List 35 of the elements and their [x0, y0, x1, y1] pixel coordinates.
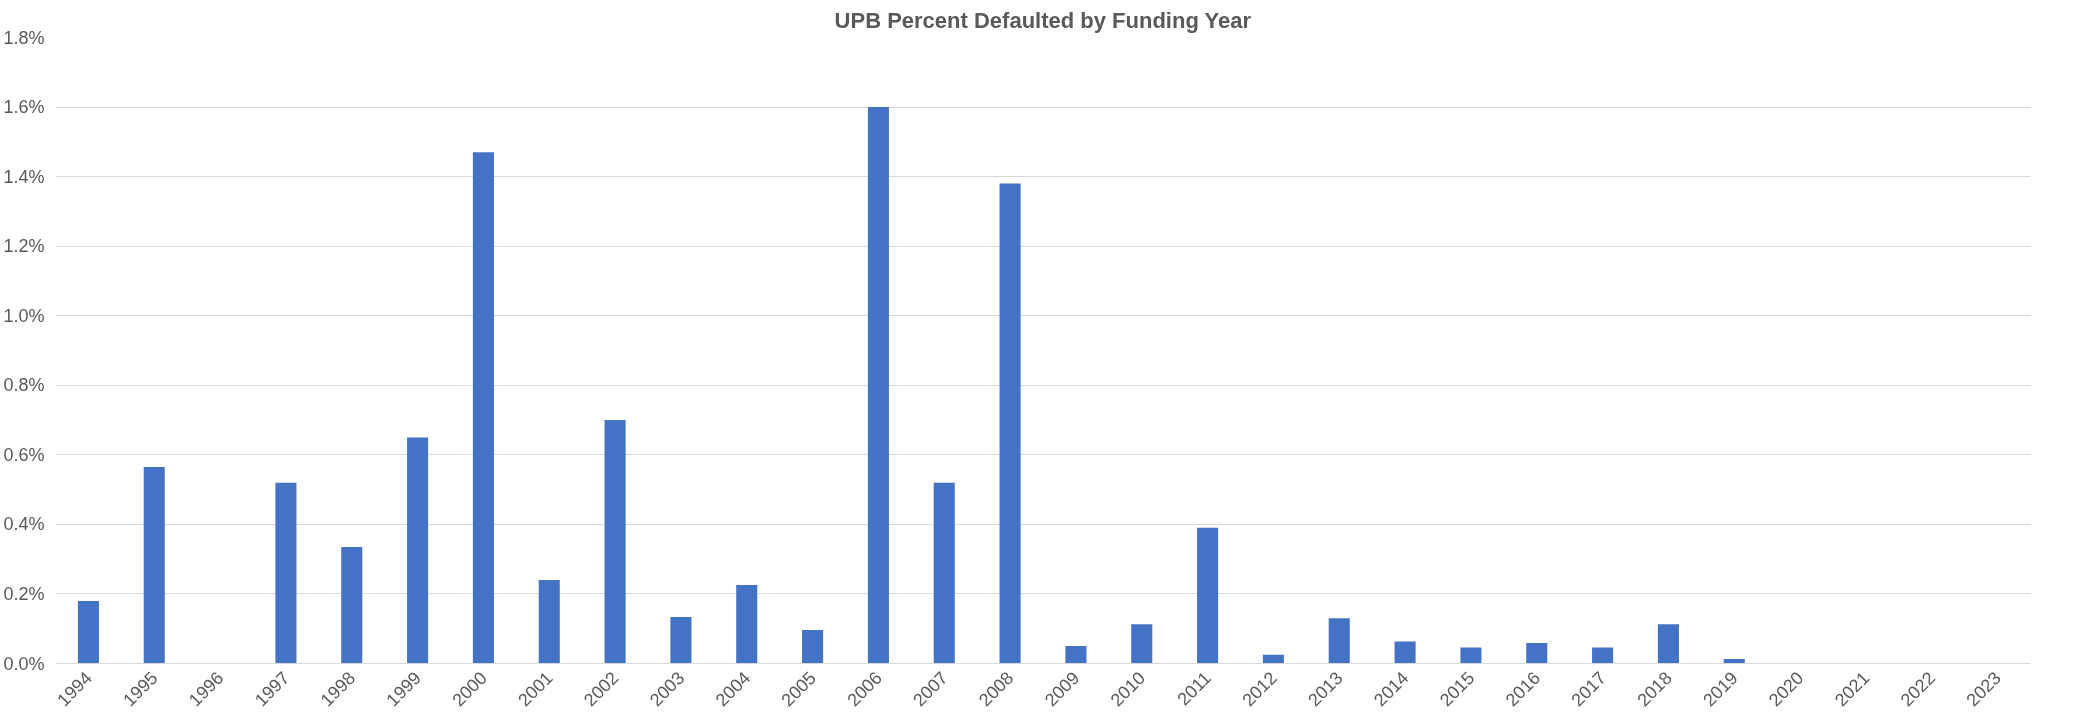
- bar: [867, 107, 889, 664]
- bar: [933, 482, 955, 664]
- y-tick-label: 0.0%: [3, 653, 45, 674]
- bar: [341, 546, 363, 664]
- bar: [1262, 654, 1284, 664]
- y-tick-label: 0.8%: [3, 375, 45, 396]
- bar: [604, 420, 626, 664]
- y-tick-label: 1.4%: [3, 166, 45, 187]
- bar: [1394, 641, 1416, 664]
- y-tick-label: 1.2%: [3, 236, 45, 257]
- bar: [1592, 647, 1614, 664]
- y-tick-label: 0.6%: [3, 444, 45, 465]
- bar: [1131, 624, 1153, 664]
- bar: [275, 482, 297, 664]
- y-tick-label: 0.4%: [3, 514, 45, 535]
- bar: [77, 600, 99, 664]
- bar: [736, 584, 758, 664]
- bar: [472, 152, 494, 664]
- y-tick-label: 1.0%: [3, 305, 45, 326]
- bar: [999, 183, 1021, 664]
- bar: [1328, 618, 1350, 664]
- chart-title: UPB Percent Defaulted by Funding Year: [834, 7, 1252, 33]
- bar: [143, 467, 165, 664]
- bar: [1526, 642, 1548, 664]
- bar: [1657, 624, 1679, 664]
- bar: [1197, 527, 1219, 664]
- y-tick-label: 0.2%: [3, 583, 45, 604]
- bar: [1460, 647, 1482, 664]
- bar: [538, 580, 560, 664]
- bar: [407, 437, 429, 664]
- y-tick-label: 1.6%: [3, 97, 45, 118]
- bar: [802, 630, 824, 664]
- bar: [1065, 646, 1087, 664]
- bar: [670, 616, 692, 664]
- y-tick-label: 1.8%: [3, 27, 45, 48]
